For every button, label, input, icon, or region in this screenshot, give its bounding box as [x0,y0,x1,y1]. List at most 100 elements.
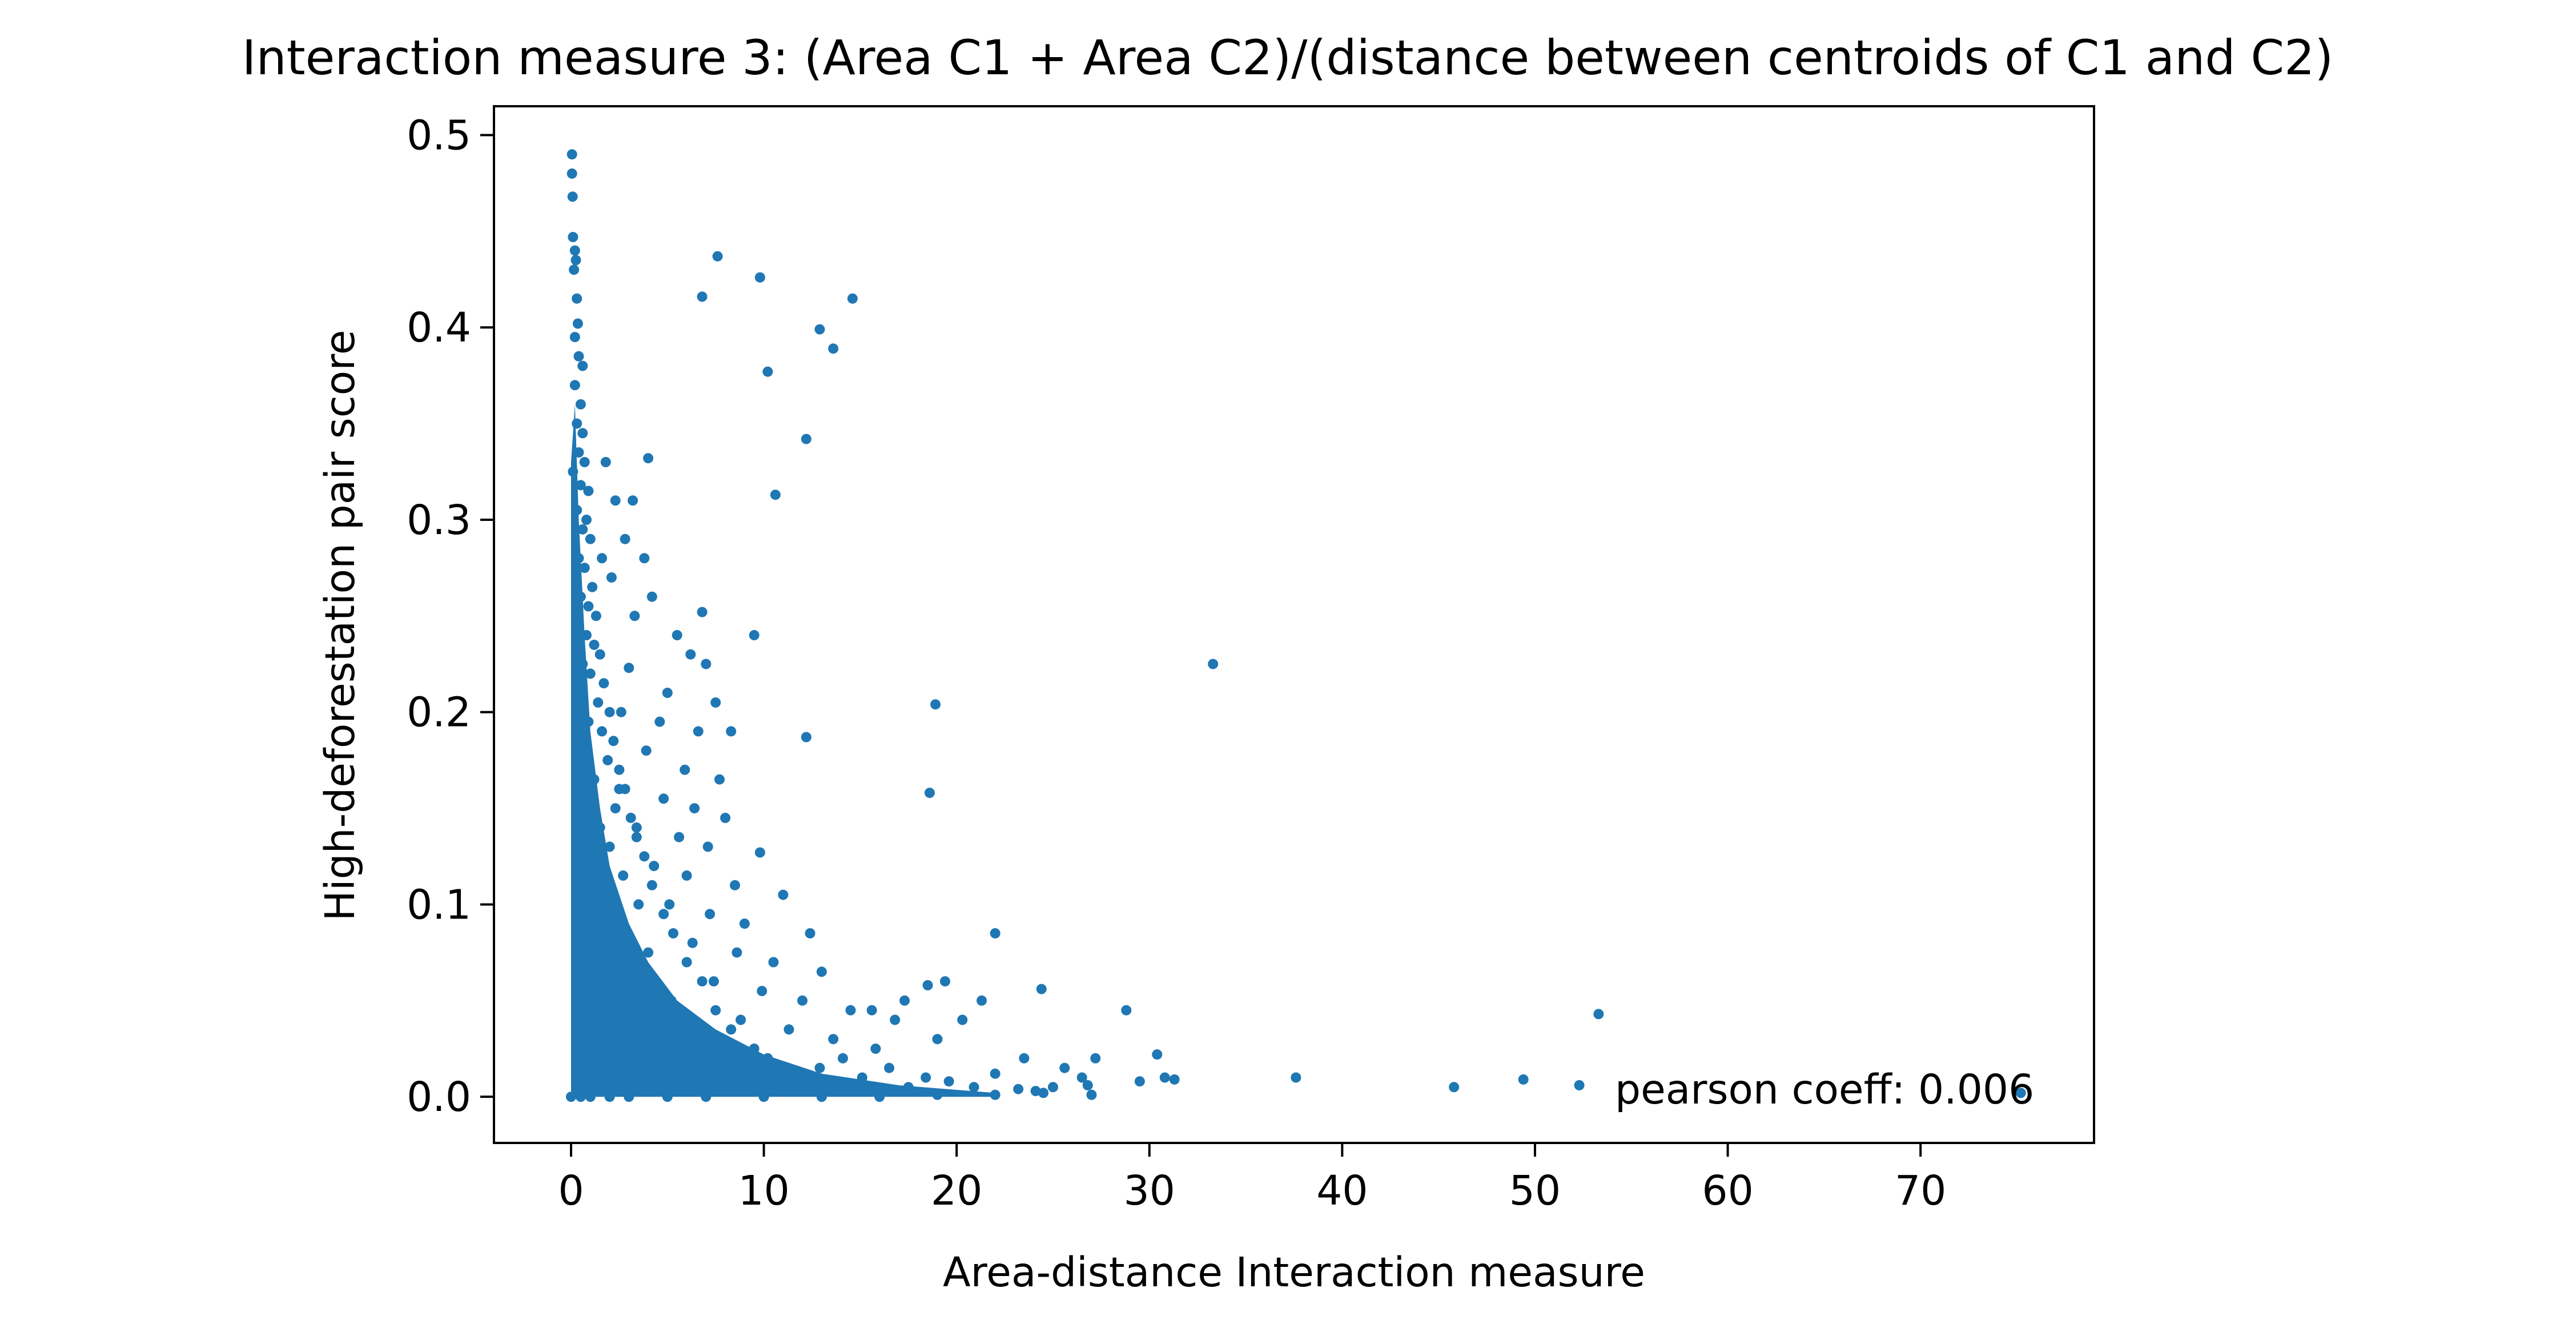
data-point [594,649,605,660]
data-point [697,607,708,617]
data-point [845,1005,856,1016]
data-point [633,899,644,910]
data-point [649,861,660,872]
data-point [754,272,765,283]
data-point [587,581,598,592]
data-point [925,788,935,799]
data-point [593,697,604,708]
data-point [801,732,811,743]
data-point [1134,1076,1145,1087]
data-point [1208,659,1219,669]
data-point [1038,1088,1049,1098]
data-point [921,1072,931,1083]
data-point [631,822,642,833]
x-tick-label: 10 [738,1167,789,1214]
data-point [762,366,773,377]
data-point [1574,1080,1585,1090]
data-point [783,1024,794,1035]
data-point [681,957,692,968]
data-point [689,803,700,814]
data-point [1059,1062,1070,1073]
chart-title: Interaction measure 3: (Area C1 + Area C… [242,30,2333,86]
data-point [579,563,590,573]
data-point [598,678,609,689]
density-layer [571,404,995,1097]
data-point [566,168,577,179]
data-point [708,976,719,987]
data-point [577,524,588,535]
data-point [610,495,621,506]
data-point [957,1014,968,1025]
data-point [1076,1072,1087,1083]
data-point [685,649,696,660]
data-point [736,1014,746,1025]
data-point [614,764,625,775]
data-point [1090,1053,1101,1064]
data-point [922,980,933,990]
data-point [628,495,638,506]
data-point [643,453,654,464]
data-point [643,947,654,958]
data-point [573,351,584,362]
y-tick-label: 0.2 [407,689,471,736]
data-point [589,639,600,650]
data-point [616,707,626,717]
data-point [583,601,594,612]
data-point [702,841,713,852]
data-point [726,1024,737,1035]
data-point [569,245,580,256]
data-point [768,957,779,968]
y-axis-label: High-deforestation pair score [316,330,364,921]
data-point [625,812,636,823]
data-point [687,937,698,948]
y-tick-label: 0.0 [407,1073,471,1121]
y-tick-label: 0.4 [407,304,471,351]
data-point [629,611,640,621]
data-point [590,611,601,621]
data-point [572,418,582,429]
data-point [577,428,588,439]
data-point [720,812,731,823]
data-point [569,380,580,391]
y-tick-label: 0.3 [407,496,471,544]
x-tick-label: 70 [1895,1167,1946,1214]
data-point [668,928,678,938]
data-point [726,726,737,737]
x-tick-label: 60 [1702,1167,1753,1214]
data-point [585,533,596,544]
data-point [2015,1088,2026,1098]
points-layer [566,149,2026,1102]
data-point [968,1082,979,1093]
y-tick-label: 0.5 [407,112,471,159]
data-point [1013,1084,1024,1094]
data-point [566,149,577,160]
data-point [641,745,652,756]
x-tick-label: 0 [558,1167,584,1214]
data-point [990,928,1000,938]
data-point [646,591,657,602]
data-point [681,870,692,881]
y-axis: 0.0 0.1 0.2 0.3 0.4 0.5 [407,112,494,1121]
data-point [712,251,723,262]
data-point [778,889,789,900]
dense-point-cloud [571,404,995,1097]
data-point [932,1034,943,1045]
data-point [567,191,578,202]
data-point [797,995,808,1006]
data-point [639,553,650,564]
data-point [569,332,580,343]
data-point [1030,1086,1041,1097]
data-point [658,793,669,804]
data-point [579,457,590,467]
data-point [899,995,910,1006]
data-point [1048,1082,1058,1093]
data-point [597,726,608,737]
data-point [624,663,634,673]
data-point [572,318,583,329]
data-point [604,707,615,717]
data-point [585,668,596,679]
data-point [646,880,657,890]
